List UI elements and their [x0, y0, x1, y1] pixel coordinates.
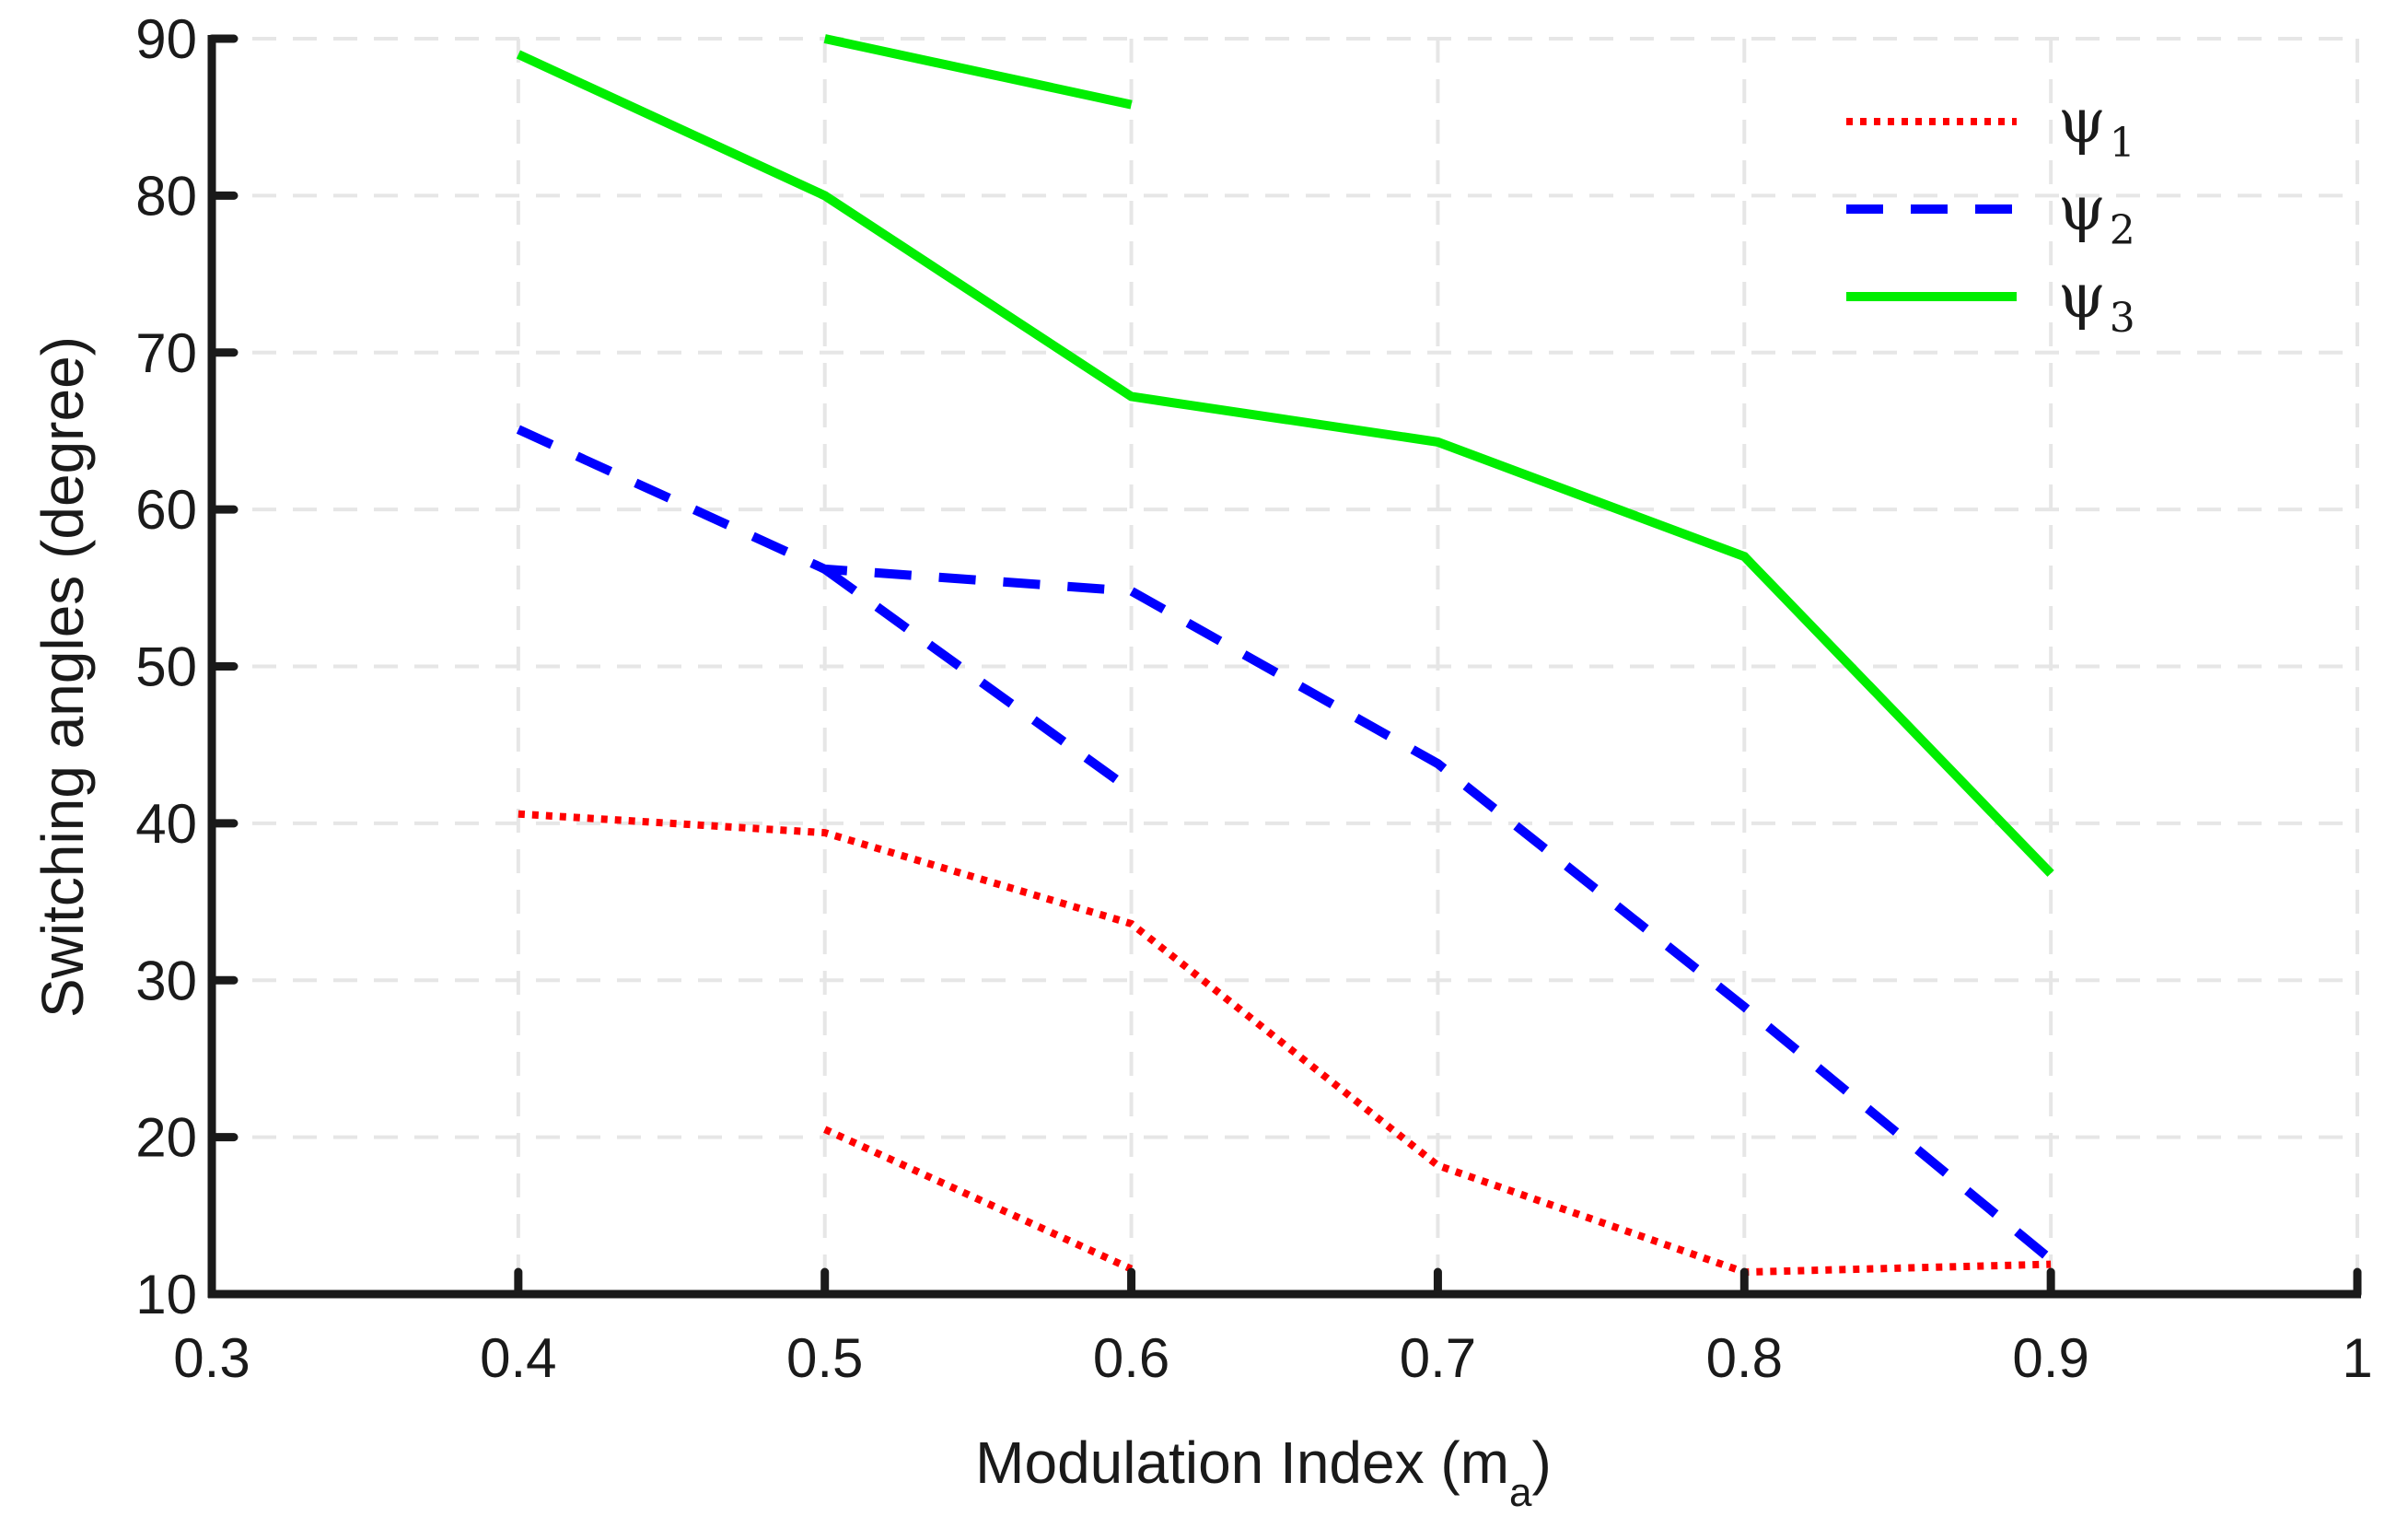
y-tick-label: 80	[135, 165, 197, 227]
x-axis-title-main: Modulation Index (m	[975, 1429, 1509, 1496]
series-layer	[516, 34, 2054, 1277]
axes	[207, 34, 2362, 1299]
y-tick-label: 70	[135, 322, 197, 384]
y-tick-label: 90	[135, 8, 197, 70]
legend-label-3: ψ3	[2058, 261, 2135, 342]
series-1-segment-1-line	[518, 810, 2052, 1277]
legend-label-base: ψ	[2058, 86, 2106, 157]
series-1-segment-2-line	[823, 1126, 1134, 1273]
x-tick-label: 0.4	[480, 1327, 556, 1389]
y-tick-label: 20	[135, 1107, 197, 1169]
y-axis-title: Switching angles (degree)	[29, 336, 96, 1018]
tick-labels: 0.3 0.4 0.5 0.6 0.7 0.8 0.9 1 10 20 30 40 50 60 70 80 90	[135, 8, 2372, 1389]
legend-label-subscript: 2	[2110, 207, 2135, 254]
legend-label-base: ψ	[2058, 261, 2106, 332]
legend-label-1: ψ1	[2058, 86, 2135, 167]
x-axis-title-sub: a	[1509, 1470, 1532, 1515]
x-tick-label: 0.6	[1093, 1327, 1169, 1389]
x-tick-label: 1	[2342, 1327, 2372, 1389]
y-tick-label: 10	[135, 1264, 197, 1325]
legend-label-base: ψ	[2058, 173, 2106, 244]
y-tick-label: 30	[135, 950, 197, 1011]
x-tick-label: 0.5	[786, 1327, 863, 1389]
y-tick-label: 40	[135, 793, 197, 855]
series-2-segment-2-line	[821, 565, 1134, 795]
legend-label-2: ψ2	[2058, 173, 2135, 254]
series-3-segment-2-line	[823, 34, 1133, 110]
series-3-segment-1-line	[516, 50, 2054, 877]
x-tick-label: 0.3	[173, 1327, 250, 1389]
legend-label-subscript: 1	[2110, 120, 2135, 167]
series-2-segment-1-line	[516, 425, 2054, 1264]
x-tick-label: 0.8	[1706, 1327, 1783, 1389]
x-tick-label: 0.7	[1400, 1327, 1476, 1389]
legend-label-subscript: 3	[2110, 295, 2135, 342]
y-tick-label: 60	[135, 479, 197, 541]
x-axis-title: Modulation Index (ma)	[975, 1429, 1552, 1515]
grid	[212, 37, 2359, 1294]
x-tick-label: 0.9	[2012, 1327, 2088, 1389]
y-tick-label: 50	[135, 636, 197, 698]
x-axis-title-close: )	[1532, 1429, 1552, 1496]
